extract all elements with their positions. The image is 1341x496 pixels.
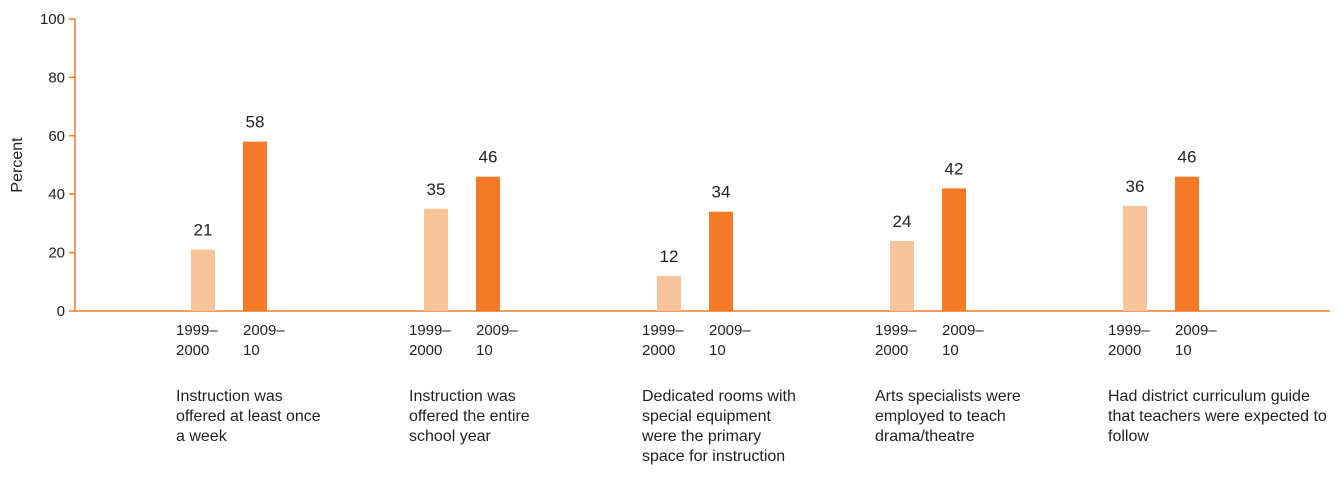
value-label: 46: [479, 148, 498, 167]
series-label: 2009– 10: [243, 322, 285, 359]
y-tick-label: 80: [48, 69, 65, 86]
bar: [890, 240, 914, 311]
series-label: 1999– 2000: [409, 322, 451, 359]
series-label: 1999– 2000: [176, 322, 218, 359]
bar: [476, 176, 500, 311]
value-label: 36: [1126, 177, 1145, 196]
value-label: 24: [893, 212, 912, 231]
bar: [709, 211, 733, 311]
value-label: 42: [945, 159, 964, 178]
category-label: Instruction was offered the entire schoo…: [409, 388, 530, 445]
bar: [1123, 205, 1147, 311]
bar: [191, 249, 215, 311]
series-label: 1999– 2000: [875, 322, 917, 359]
bar: [243, 141, 267, 311]
series-label: 1999– 2000: [1108, 322, 1150, 359]
y-axis-label: Percent: [9, 137, 26, 193]
bar: [942, 188, 966, 311]
series-label: 1999– 2000: [642, 322, 684, 359]
value-label: 46: [1178, 148, 1197, 167]
series-label: 2009– 10: [709, 322, 751, 359]
bar: [657, 275, 681, 311]
y-tick-label: 40: [48, 186, 65, 203]
category-label: Arts specialists were employed to teach …: [875, 388, 1021, 445]
value-label: 21: [194, 221, 213, 240]
y-tick-label: 60: [48, 128, 65, 145]
series-label: 2009– 10: [1175, 322, 1217, 359]
y-tick-label: 20: [48, 245, 65, 262]
category-label: Dedicated rooms with special equipment w…: [642, 388, 796, 465]
bar: [1175, 176, 1199, 311]
category-label: Instruction was offered at least once a …: [176, 388, 321, 445]
category-label: Had district curriculum guide that teach…: [1108, 388, 1327, 445]
value-label: 35: [427, 180, 446, 199]
bar: [424, 208, 448, 311]
series-label: 2009– 10: [476, 322, 518, 359]
value-label: 34: [712, 183, 731, 202]
y-tick-label: 100: [40, 11, 65, 28]
value-label: 12: [660, 247, 679, 266]
y-tick-label: 0: [57, 303, 65, 320]
series-label: 2009– 10: [942, 322, 984, 359]
value-label: 58: [246, 113, 265, 132]
